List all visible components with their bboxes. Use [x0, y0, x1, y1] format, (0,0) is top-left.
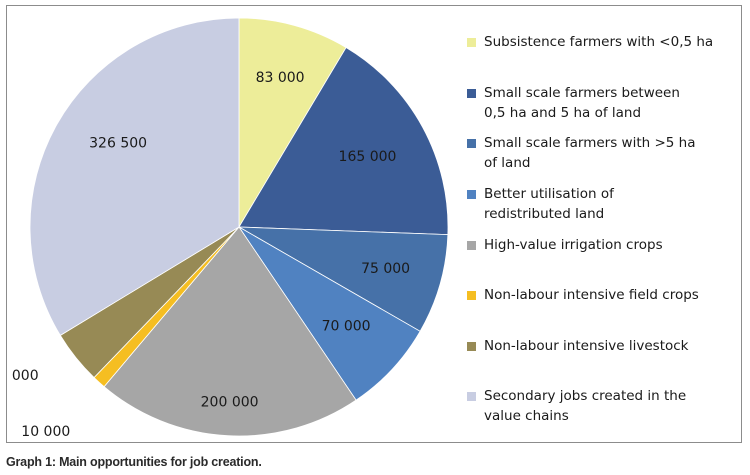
pie-slice: [29, 17, 240, 336]
slice-value-label: 10 000: [21, 424, 70, 440]
legend-swatch: [467, 89, 476, 98]
legend-swatch: [467, 241, 476, 250]
legend-label-line: 0,5 ha and 5 ha of land: [484, 105, 642, 121]
pie-slice: [238, 46, 449, 236]
legend-label-line: of land: [484, 155, 531, 171]
slice-value-label: 200 000: [201, 394, 259, 410]
legend-item: Small scale farmers between 0,5 ha and 5 …: [467, 83, 734, 123]
slice-value-label: 70 000: [322, 319, 371, 335]
legend-label: High-value irrigation crops: [484, 235, 734, 255]
legend-item: Better utilisation of redistributed land: [467, 184, 734, 224]
legend-label-line: Subsistence farmers with <0,5 ha: [484, 34, 714, 50]
slice-value-label: 83 000: [256, 70, 305, 86]
slice-value-label: 165 000: [339, 149, 397, 165]
legend-item: Secondary jobs created in the value chain…: [467, 386, 734, 426]
legend-label-line: Small scale farmers between: [484, 85, 680, 101]
legend-label-line: Non-labour intensive field crops: [484, 287, 699, 303]
pie-slice: [238, 226, 449, 332]
legend-label-line: Secondary jobs created in the: [484, 388, 687, 404]
slice-value-label: 75 000: [361, 261, 410, 277]
legend-item: Non-labour intensive livestock: [467, 336, 734, 356]
legend-swatch: [467, 139, 476, 148]
legend-label-line: value chains: [484, 408, 569, 424]
pie-chart: 83 000 165 000 75 000 70 000 200 000 10 000 40…: [7, 17, 449, 440]
legend-label: Non-labour intensive field crops: [484, 285, 734, 305]
legend-label: Small scale farmers between 0,5 ha and 5 …: [484, 83, 734, 123]
legend-label-line: Better utilisation of: [484, 186, 614, 202]
legend-label: Non-labour intensive livestock: [484, 336, 734, 356]
legend-swatch: [467, 392, 476, 401]
chart-frame: 83 000 165 000 75 000 70 000 200 000 10 000 40…: [6, 5, 742, 443]
legend-swatch: [467, 342, 476, 351]
legend-label-line: High-value irrigation crops: [484, 237, 663, 253]
legend-label: Subsistence farmers with <0,5 ha: [484, 32, 734, 52]
legend-label-line: Non-labour intensive livestock: [484, 338, 689, 354]
pie-slice: [238, 17, 347, 229]
legend-label-line: Small scale farmers with >5 ha: [484, 135, 696, 151]
legend-label: Better utilisation of redistributed land: [484, 184, 734, 224]
legend-item: High-value irrigation crops: [467, 235, 734, 255]
figure-caption: Graph 1: Main opportunities for job crea…: [6, 455, 262, 469]
legend-item: Subsistence farmers with <0,5 ha: [467, 32, 734, 52]
legend-swatch: [467, 291, 476, 300]
legend-label: Small scale farmers with >5 ha of land: [484, 133, 734, 173]
slice-value-label: 40 000: [7, 368, 39, 384]
legend-swatch: [467, 190, 476, 199]
legend-swatch: [467, 38, 476, 47]
legend-item: Small scale farmers with >5 ha of land: [467, 133, 734, 173]
pie-slice: [103, 226, 357, 437]
legend-label: Secondary jobs created in the value chain…: [484, 386, 734, 426]
legend-label-line: redistributed land: [484, 206, 605, 222]
legend-item: Non-labour intensive field crops: [467, 285, 734, 305]
slice-value-label: 326 500: [89, 135, 147, 151]
